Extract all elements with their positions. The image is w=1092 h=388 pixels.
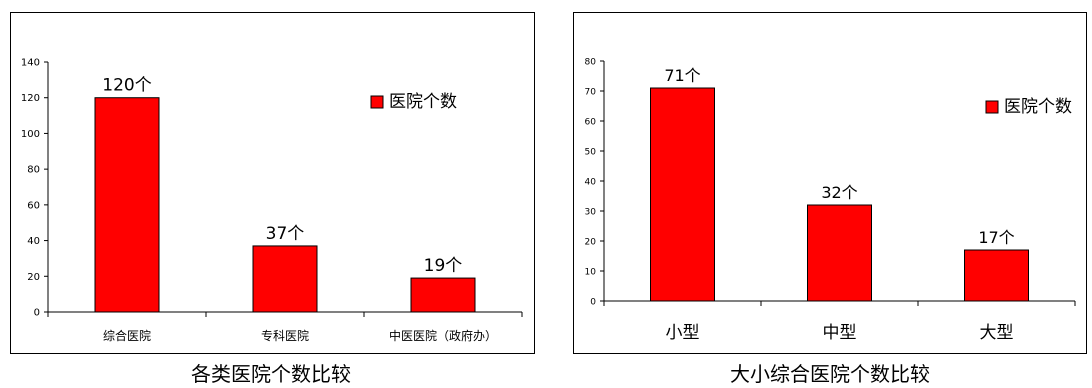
data-label: 37个 (266, 224, 305, 244)
y-tick-label: 0 (590, 298, 596, 308)
bar (410, 277, 476, 313)
data-label: 120个 (102, 76, 151, 96)
y-tick-label: 80 (27, 165, 40, 176)
bar (94, 97, 160, 313)
legend-swatch (370, 95, 384, 109)
y-tick-label: 10 (585, 268, 597, 278)
y-tick-label: 20 (585, 238, 597, 248)
chart-caption: 大小综合医院个数比较 (730, 362, 930, 386)
x-category-label: 小型 (666, 323, 700, 343)
y-tick-label: 0 (34, 308, 40, 319)
y-tick-label: 120 (21, 93, 40, 104)
y-tick-label: 70 (585, 88, 597, 98)
y-tick-label: 30 (585, 208, 597, 218)
bar (252, 245, 318, 313)
data-label: 17个 (978, 228, 1014, 247)
x-category-label: 中型 (823, 323, 857, 343)
y-tick-label: 20 (27, 272, 40, 283)
y-tick-label: 40 (585, 178, 597, 188)
y-tick-label: 60 (27, 200, 40, 211)
x-category-label: 专科医院 (261, 328, 309, 343)
legend-label: 医院个数 (389, 92, 457, 112)
bar (807, 204, 872, 302)
bar (650, 87, 715, 302)
y-tick-label: 80 (585, 58, 597, 68)
y-tick-label: 100 (21, 129, 40, 140)
legend-label: 医院个数 (1004, 97, 1072, 117)
legend-swatch (985, 100, 999, 114)
x-category-label: 大型 (980, 323, 1014, 343)
x-category-label: 综合医院 (103, 328, 151, 343)
data-label: 19个 (424, 256, 463, 276)
data-label: 32个 (821, 183, 857, 202)
y-tick-label: 140 (21, 58, 40, 69)
data-label: 71个 (664, 66, 700, 85)
y-tick-label: 50 (585, 148, 597, 158)
bar (964, 249, 1029, 302)
y-tick-label: 40 (27, 236, 40, 247)
x-category-label: 中医医院（政府办） (389, 328, 497, 343)
y-tick-label: 60 (585, 118, 597, 128)
chart-caption: 各类医院个数比较 (191, 362, 351, 386)
